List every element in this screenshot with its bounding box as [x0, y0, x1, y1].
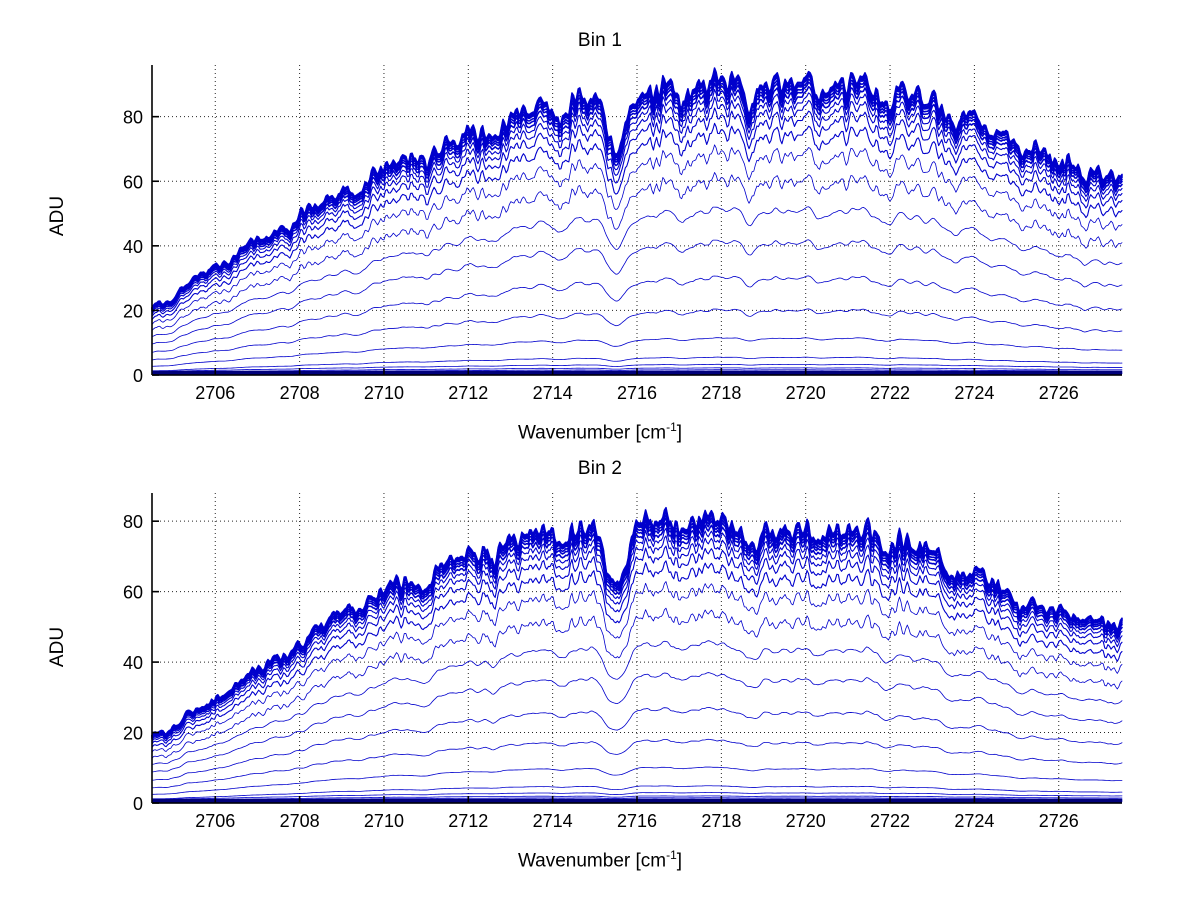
x-tick-label: 2716 [617, 811, 657, 831]
x-tick-label: 2718 [701, 811, 741, 831]
x-tick-label: 2712 [448, 811, 488, 831]
x-tick-label: 2722 [870, 383, 910, 403]
x-tick-label: 2724 [954, 811, 994, 831]
x-axis-label-bin-2: Wavenumber [cm-1] [0, 848, 1200, 872]
x-tick-label: 2710 [364, 383, 404, 403]
x-tick-label: 2722 [870, 811, 910, 831]
x-tick-label: 2718 [701, 383, 741, 403]
panel-bin-2: Bin 2 ADU 0 20 40 60 80 2706 2708 2710 2712 2714 2… [0, 446, 1200, 901]
y-tick-label: 40 [123, 237, 143, 257]
y-tick-label: 80 [123, 512, 143, 532]
x-tick-label: 2710 [364, 811, 404, 831]
x-tick-label: 2706 [195, 383, 235, 403]
plot-title-bin-2: Bin 2 [577, 458, 623, 479]
x-tick-label: 2726 [1039, 383, 1079, 403]
x-tick-label: 2708 [280, 383, 320, 403]
x-tick-label: 2716 [617, 383, 657, 403]
x-tick-label: 2706 [195, 811, 235, 831]
x-axis-label-bin-1: Wavenumber [cm-1] [0, 420, 1200, 444]
y-tick-label: 0 [133, 366, 143, 386]
axes-bin-2: 0 20 40 60 80 2706 2708 2710 2712 2714 2716 2718 272… [0, 446, 1200, 866]
x-axis-label-superscript-bin-1: -1 [666, 420, 677, 434]
x-axis-label-tail-bin-2: ] [676, 850, 683, 872]
y-tick-label: 40 [123, 653, 143, 673]
panel-bin-1: Bin 1 ADU 0 20 40 60 80 2706 2708 2710 2712 2714 2… [0, 0, 1200, 444]
x-tick-label: 2714 [533, 383, 573, 403]
x-axis-label-text-bin-1: Wavenumber [cm [517, 422, 667, 444]
x-tick-label: 2720 [786, 811, 826, 831]
y-tick-label: 60 [123, 172, 143, 192]
x-tick-label: 2724 [954, 383, 994, 403]
plot-title-bin-1: Bin 1 [577, 30, 623, 51]
x-tick-label: 2726 [1039, 811, 1079, 831]
y-tick-label: 20 [123, 724, 143, 744]
x-axis-label-text-bin-2: Wavenumber [cm [517, 850, 667, 872]
x-tick-label: 2720 [786, 383, 826, 403]
x-axis-label-superscript-bin-2: -1 [666, 848, 677, 862]
y-tick-label: 80 [123, 108, 143, 128]
x-tick-label: 2712 [448, 383, 488, 403]
axes-bin-1: 0 20 40 60 80 2706 2708 2710 2712 2714 2716 2718 272… [0, 0, 1200, 420]
x-tick-label: 2714 [533, 811, 573, 831]
y-tick-label: 60 [123, 583, 143, 603]
x-axis-label-tail-bin-1: ] [676, 422, 683, 444]
x-tick-label: 2708 [280, 811, 320, 831]
y-tick-label: 20 [123, 301, 143, 321]
y-tick-label: 0 [133, 794, 143, 814]
